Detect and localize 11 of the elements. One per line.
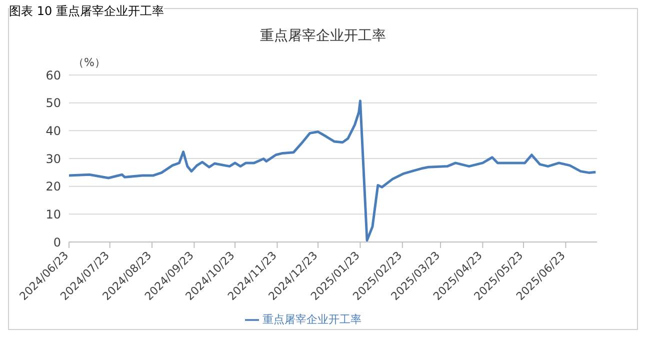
y-tick-label: 40 — [46, 124, 61, 138]
legend-label: 重点屠宰企业开工率 — [262, 313, 362, 326]
chart-title: 重点屠宰企业开工率 — [259, 27, 387, 45]
text: 图表 10 重点屠宰企业开工率 — [9, 3, 164, 20]
y-tick-label: 0 — [53, 235, 61, 250]
y-tick-label: 50 — [46, 96, 61, 110]
y-tick-label: 60 — [46, 68, 61, 82]
y-tick-label: 30 — [46, 152, 61, 166]
y-tick-label: 10 — [46, 207, 61, 222]
y-tick-label: 20 — [46, 180, 61, 194]
y-axis-title: （%） — [73, 55, 106, 70]
